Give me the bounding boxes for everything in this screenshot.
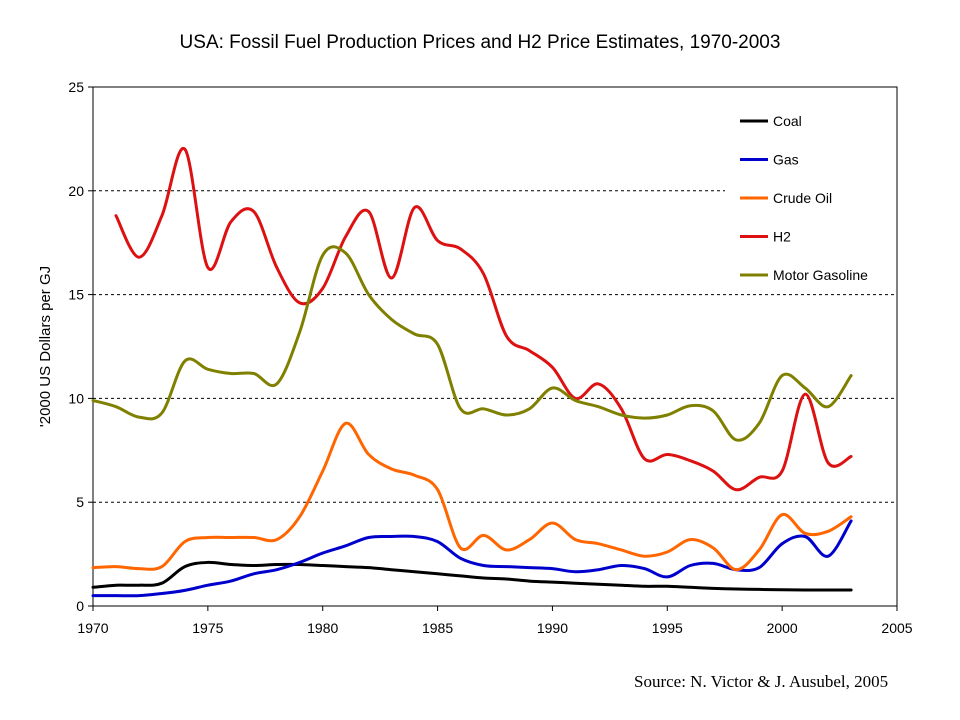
- legend-label-crude-oil: Crude Oil: [773, 190, 832, 206]
- x-tick-label: 1985: [422, 620, 453, 636]
- series-line-h2: [114, 147, 853, 492]
- x-tick-label: 1970: [77, 620, 108, 636]
- x-tick-label: 1975: [192, 620, 223, 636]
- chart-title: USA: Fossil Fuel Production Prices and H…: [179, 32, 781, 53]
- legend: Coal Gas Crude Oil H2 Motor Gasoline: [725, 103, 895, 290]
- y-tick-label: 10: [68, 390, 84, 406]
- y-tick-label: 15: [68, 287, 84, 303]
- legend-label-motor-gasoline: Motor Gasoline: [773, 267, 868, 283]
- y-axis: 0 5 10 15 20 25: [68, 79, 93, 614]
- legend-label-coal: Coal: [773, 113, 802, 129]
- x-tick-label: 2005: [881, 620, 912, 636]
- x-tick-label: 1980: [307, 620, 338, 636]
- x-tick-label: 1995: [652, 620, 683, 636]
- y-tick-label: 5: [76, 494, 84, 510]
- x-tick-label: 1990: [537, 620, 568, 636]
- series-lines: [91, 147, 853, 598]
- series-line-motor-gasoline: [91, 245, 853, 442]
- gridlines: [93, 190, 897, 503]
- y-tick-label: 20: [68, 183, 84, 199]
- y-tick-label: 0: [76, 598, 84, 614]
- y-axis-label: '2000 US Dollars per GJ: [37, 266, 54, 427]
- plot-area-frame: [92, 86, 898, 607]
- x-tick-label: 2000: [767, 620, 798, 636]
- series-line-crude-oil: [91, 421, 853, 572]
- series-line-gas: [91, 519, 853, 598]
- series-line-coal: [91, 560, 853, 592]
- y-tick-label: 25: [68, 79, 84, 95]
- source-note: Source: N. Victor & J. Ausubel, 2005: [634, 672, 889, 691]
- legend-label-h2: H2: [773, 229, 791, 245]
- legend-label-gas: Gas: [773, 152, 799, 168]
- x-axis: 1970 1975 1980 1985 1990 1995 2000 2005: [77, 606, 913, 636]
